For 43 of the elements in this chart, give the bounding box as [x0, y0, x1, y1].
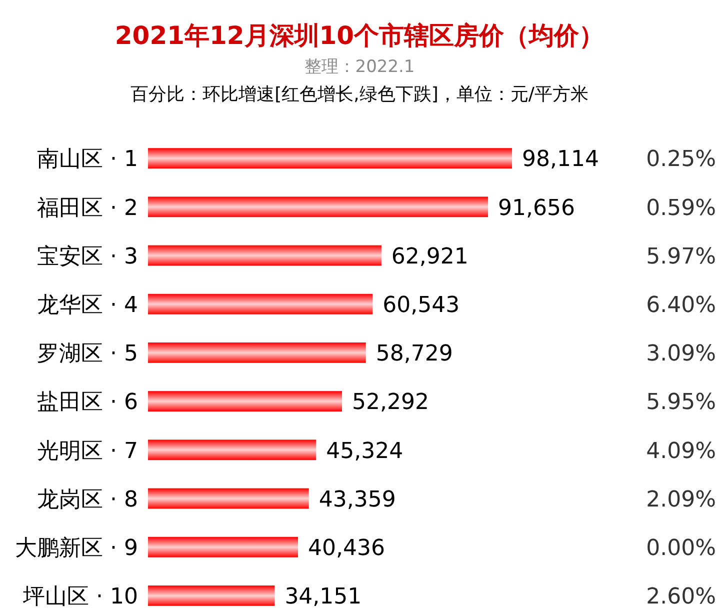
y2-tick-label: 2.09% [646, 487, 716, 512]
y-tick-label: 龙岗区 · 8 [37, 487, 138, 512]
bar [148, 585, 275, 606]
data-label: 45,324 [326, 438, 404, 464]
data-label: 98,114 [522, 147, 599, 172]
data-label: 43,359 [318, 487, 396, 512]
bar [148, 148, 512, 169]
y2-tick-label: 5.97% [646, 244, 716, 270]
data-label: 62,921 [391, 244, 468, 270]
bar [148, 245, 382, 266]
y-tick-label: 罗湖区 · 5 [37, 342, 138, 367]
text: 百分比：环比增速[红色增长,绿色下跌]，单位：元/平方米 [130, 84, 588, 105]
y2-tick-label: 6.40% [646, 293, 716, 318]
bar [148, 536, 298, 558]
chart-subtitle: 整理：2022.1 [304, 57, 415, 77]
y-tick-label: 龙华区 · 4 [37, 293, 138, 318]
y-tick-label: 光明区 · 7 [37, 438, 138, 464]
y-tick-label: 盐田区 · 6 [37, 390, 138, 416]
data-label: 60,543 [382, 293, 460, 318]
y2-tick-label: 4.09% [646, 438, 716, 464]
y2-tick-label: 0.59% [646, 196, 716, 221]
data-label: 58,729 [376, 342, 453, 367]
bar [148, 488, 309, 509]
y2-tick-label: 5.95% [646, 390, 716, 416]
y2-tick-label: 3.09% [646, 342, 716, 367]
bar [148, 196, 488, 218]
chart-title: 2021年12月深圳10个市辖区房价（均价） [114, 21, 604, 50]
y-tick-label: 宝安区 · 3 [37, 244, 138, 270]
data-label: 52,292 [352, 390, 429, 416]
y-tick-label: 坪山区 · 10 [22, 584, 138, 610]
y2-tick-label: 0.00% [646, 536, 716, 562]
bar [148, 391, 342, 412]
y-tick-label: 南山区 · 1 [37, 147, 138, 172]
data-label: 34,151 [284, 584, 362, 610]
y-tick-label: 大鹏新区 · 9 [15, 536, 138, 562]
bar [148, 294, 373, 314]
y2-tick-label: 2.60% [646, 584, 716, 610]
y2-tick-label: 0.25% [646, 147, 716, 172]
bar [148, 342, 366, 363]
data-label: 91,656 [498, 196, 576, 221]
bar [148, 440, 316, 460]
data-label: 40,436 [308, 536, 385, 562]
y-tick-label: 福田区 · 2 [37, 196, 138, 221]
